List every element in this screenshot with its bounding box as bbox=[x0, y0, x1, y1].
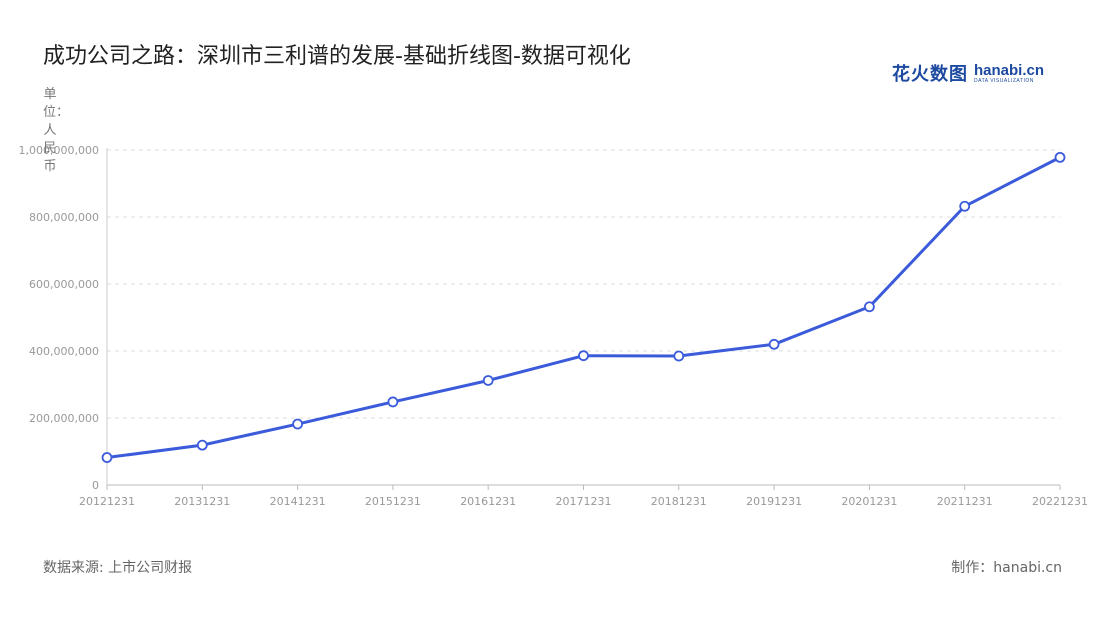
x-tick-label: 20171231 bbox=[556, 495, 612, 508]
logo-text-en-block: hanabi.cn DATA VISUALIZATION bbox=[974, 63, 1044, 84]
x-tick-label: 20161231 bbox=[460, 495, 516, 508]
data-point bbox=[482, 375, 494, 386]
data-point bbox=[673, 350, 685, 362]
y-axis-unit-label: 单位：人民币 bbox=[43, 87, 70, 174]
data-point bbox=[196, 439, 208, 451]
x-tick-label: 20151231 bbox=[365, 495, 421, 508]
data-point bbox=[959, 200, 971, 212]
data-point bbox=[101, 452, 113, 463]
data-point bbox=[768, 338, 780, 350]
logo-text-cn: 花火数图 bbox=[892, 64, 968, 85]
logo-subtitle: DATA VISUALIZATION bbox=[974, 77, 1034, 84]
data-point bbox=[578, 350, 589, 362]
y-tick-label: 1,000,000,000 bbox=[19, 144, 99, 157]
x-tick-label: 20131231 bbox=[174, 495, 230, 508]
data-point bbox=[1054, 151, 1066, 163]
y-tick-label: 800,000,000 bbox=[29, 211, 99, 224]
data-point bbox=[387, 396, 399, 408]
logo-text-en: hanabi.cn bbox=[974, 61, 1045, 79]
x-tick-label: 20141231 bbox=[270, 495, 326, 508]
series-line bbox=[105, 155, 1062, 460]
data-point bbox=[292, 418, 304, 430]
y-tick-label: 600,000,000 bbox=[29, 278, 99, 291]
data-source: 数据来源: 上市公司财报 bbox=[43, 560, 193, 576]
x-tick-label: 20221231 bbox=[1032, 495, 1088, 508]
y-tick-label: 0 bbox=[92, 479, 99, 492]
x-tick-label: 20191231 bbox=[746, 495, 802, 508]
x-tick-label: 20211231 bbox=[937, 495, 993, 508]
data-point bbox=[864, 301, 875, 313]
y-tick-label: 400,000,000 bbox=[29, 345, 99, 358]
x-tick-label: 20121231 bbox=[79, 495, 135, 508]
x-tick-label: 20181231 bbox=[651, 495, 707, 508]
logo: 花火数图 hanabi.cn DATA VISUALIZATION bbox=[892, 60, 1044, 86]
y-tick-label: 200,000,000 bbox=[29, 412, 99, 425]
chart-title: 成功公司之路：深圳市三利谱的发展-基础折线图-数据可视化 bbox=[43, 44, 631, 69]
credit: 制作：hanabi.cn bbox=[951, 560, 1062, 576]
x-tick-label: 20201231 bbox=[841, 495, 897, 508]
